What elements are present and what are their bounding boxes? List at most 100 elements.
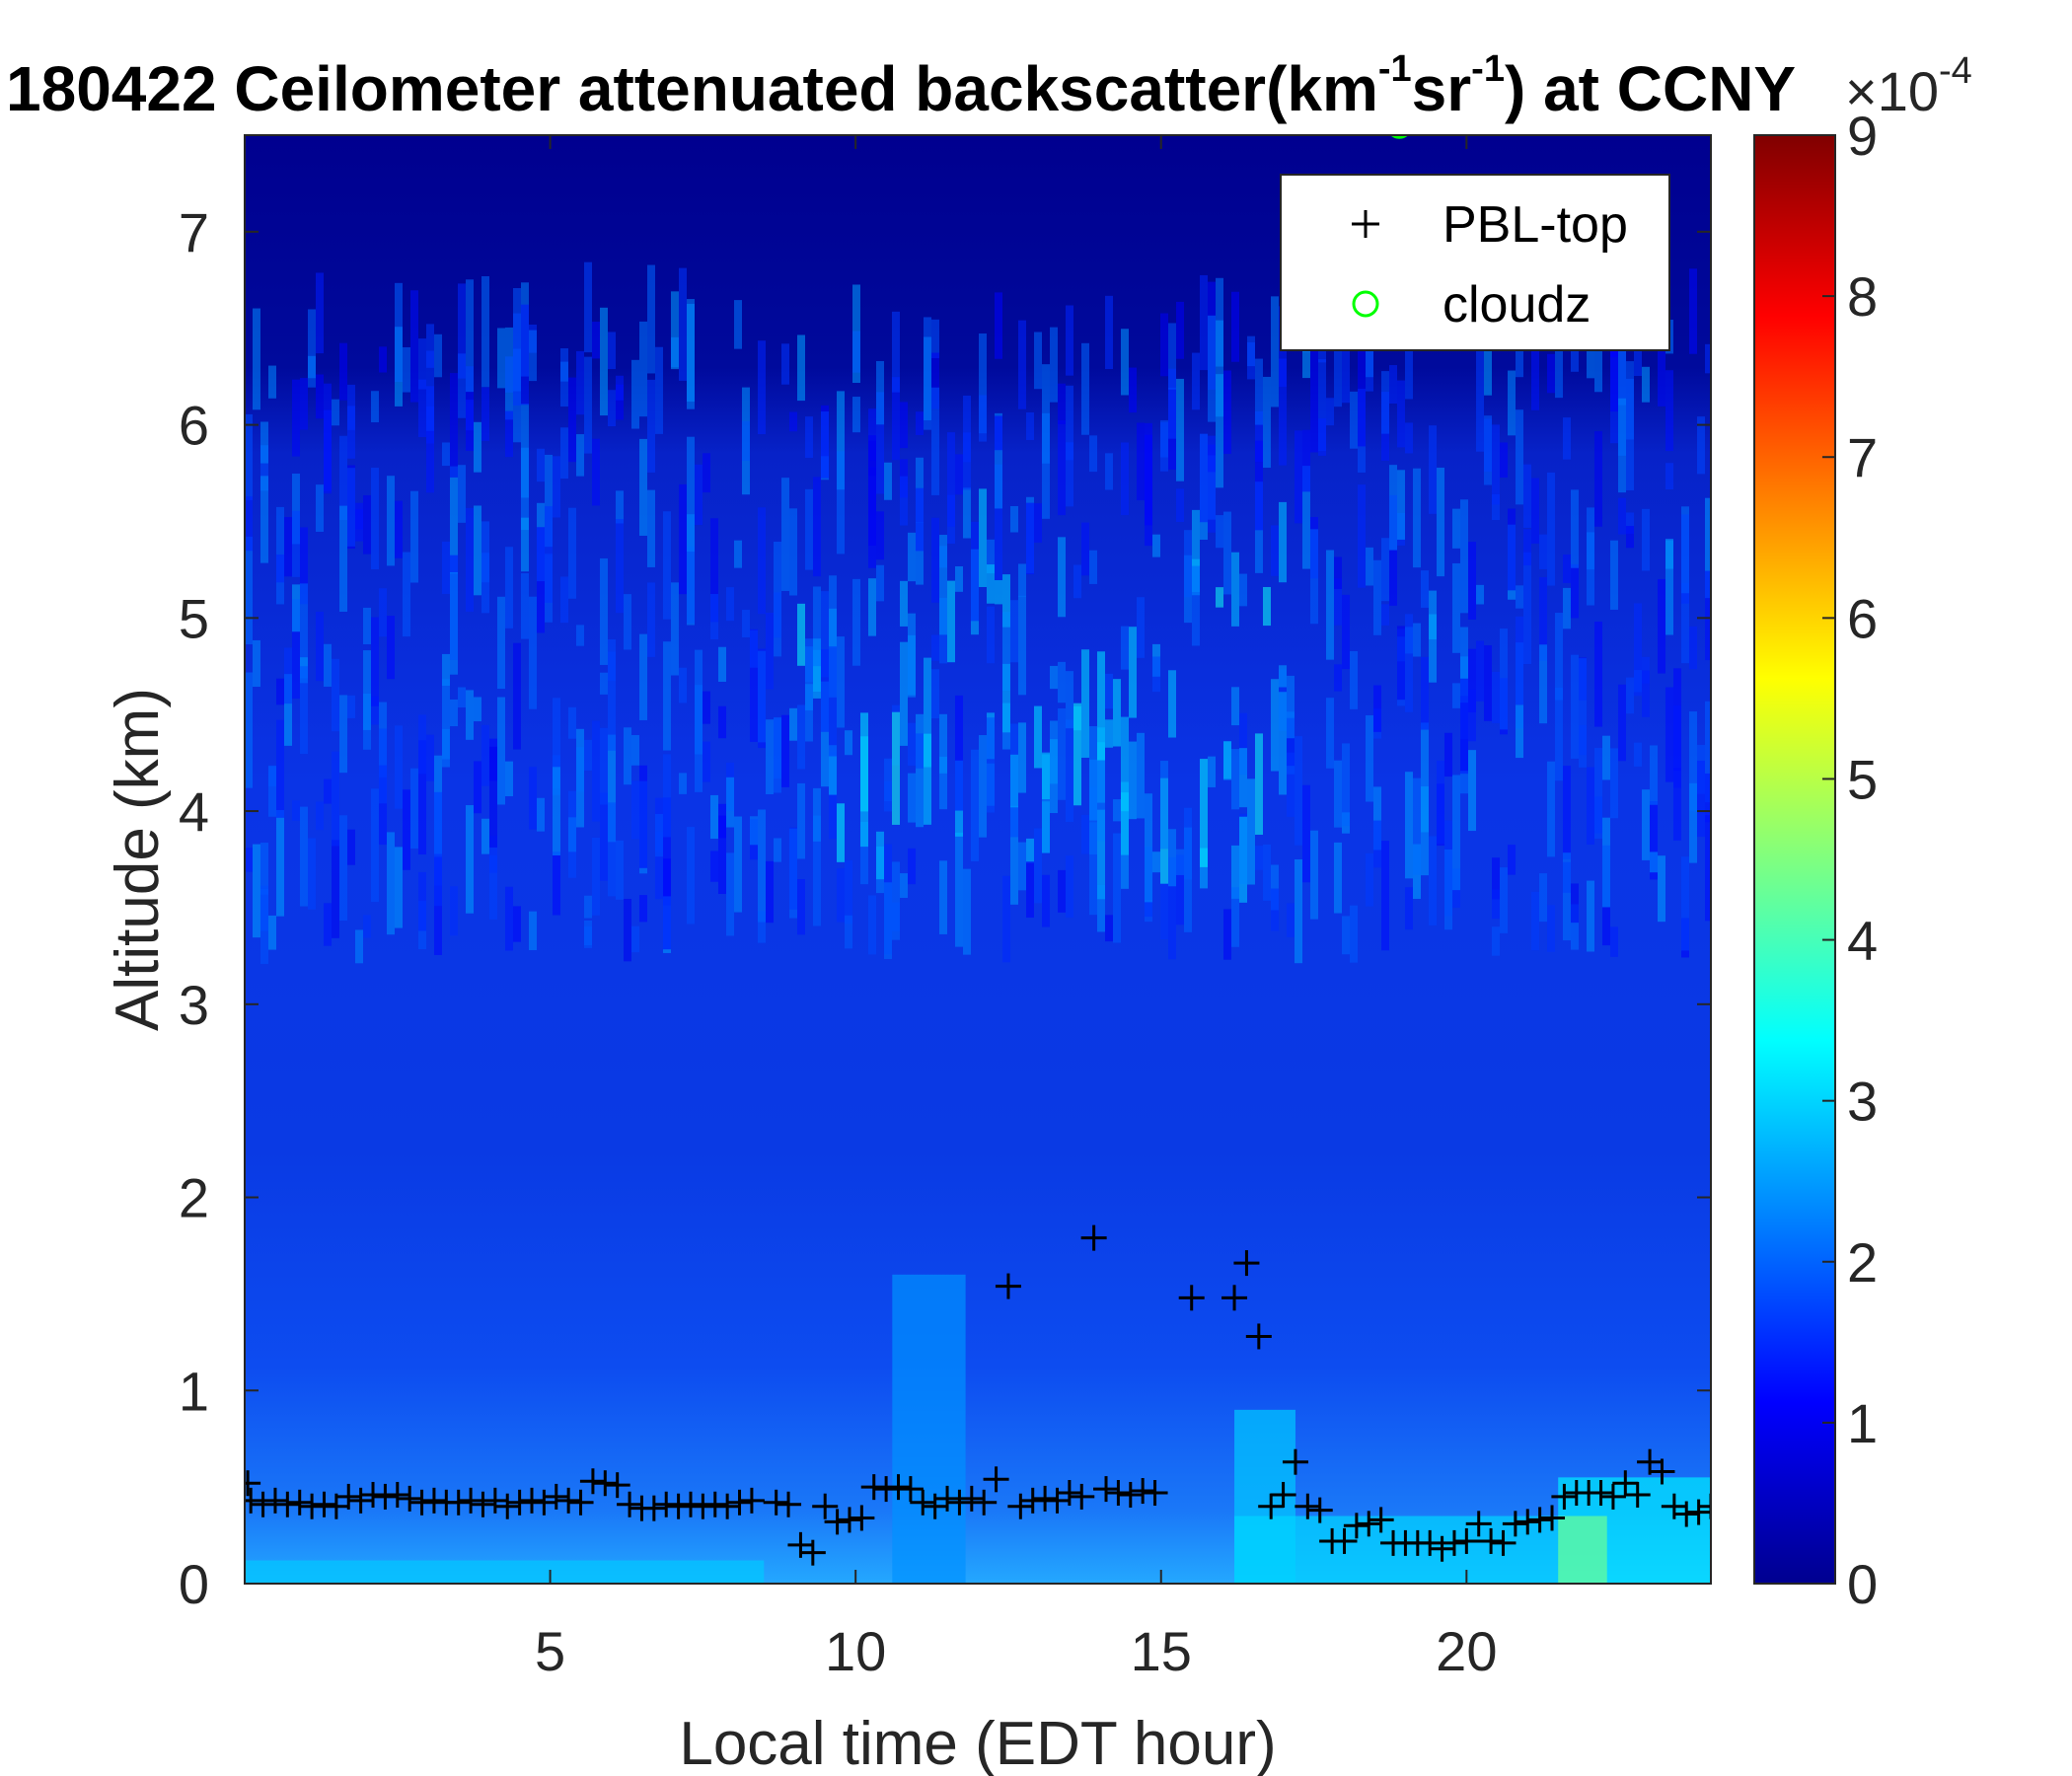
heatmap-streak (655, 346, 663, 434)
heatmap-streak (852, 284, 860, 384)
pbl-top-marker (274, 1491, 301, 1517)
pbl-top-marker (335, 1483, 362, 1510)
heatmap-streak (324, 903, 332, 946)
heatmap-streak (908, 532, 916, 582)
x-axis-label: Local time (EDT hour) (679, 1710, 1276, 1776)
heatmap-streak (1271, 864, 1279, 911)
heatmap-streak (339, 435, 347, 520)
heatmap-streak (300, 666, 308, 755)
heatmap-streak (1168, 670, 1176, 738)
heatmap-streak (1508, 508, 1516, 591)
heatmap-streak (1058, 708, 1066, 800)
heatmap-streak (774, 838, 781, 862)
x-tick-label: 15 (1131, 1620, 1192, 1682)
heatmap-streak (426, 324, 434, 368)
heatmap-streak (1121, 792, 1129, 855)
heatmap-streak (1468, 689, 1476, 742)
heatmap-streak (600, 792, 608, 881)
heatmap-streak (608, 639, 616, 751)
heatmap-streak (497, 328, 505, 389)
heatmap-streak (671, 336, 679, 368)
heatmap-streak (979, 735, 987, 838)
heatmap-streak (1389, 365, 1397, 404)
pbl-top-marker (1502, 1511, 1528, 1537)
heatmap-streak (616, 375, 624, 401)
heatmap-streak (1563, 766, 1571, 859)
plot-frame (244, 134, 1712, 1585)
heatmap-streak (829, 745, 837, 795)
heatmap-streak (1516, 616, 1523, 705)
heatmap-streak (276, 555, 284, 583)
heatmap-streak (1034, 503, 1042, 543)
pbl-top-marker (347, 1487, 374, 1514)
heatmap-streak (1500, 442, 1508, 479)
pbl-top-marker (506, 1489, 533, 1516)
heatmap-streak (1547, 353, 1555, 394)
pbl-top-marker (1233, 1250, 1260, 1277)
heatmap-streak (663, 797, 671, 906)
heatmap-streak (450, 373, 458, 478)
heatmap-streak (1279, 692, 1287, 795)
heatmap-streak (1665, 463, 1673, 490)
heatmap-streak (1516, 704, 1523, 759)
heatmap-streak (1010, 754, 1018, 808)
heatmap-streak (631, 735, 639, 766)
heatmap-streak (1587, 767, 1594, 845)
pbl-top-marker (458, 1487, 484, 1514)
heatmap-streak (1452, 562, 1460, 653)
heatmap-streak (560, 427, 568, 480)
heatmap-streak (1208, 315, 1216, 422)
heatmap-streak (1405, 887, 1413, 930)
heatmap-streak (324, 778, 332, 804)
heatmap-streak (710, 851, 718, 882)
heatmap-streak (1405, 772, 1413, 879)
heatmap-streak (1271, 679, 1279, 772)
heatmap-streak (931, 319, 939, 359)
y-axis-label: Altitude (km) (104, 688, 172, 1031)
heatmap-streak (1602, 735, 1610, 780)
colorbar-tick-label: 9 (1847, 105, 1878, 167)
heatmap-streak (387, 476, 395, 566)
heatmap-streak (1073, 703, 1081, 806)
heatmap-streak (1121, 329, 1129, 396)
heatmap-streak (1429, 614, 1437, 683)
heatmap-streak (347, 384, 355, 459)
heatmap-streak (553, 698, 560, 789)
legend-label-cloudz: cloudz (1443, 276, 1591, 333)
heatmap-streak (466, 805, 474, 914)
heatmap-streak (1137, 597, 1145, 658)
heatmap-streak (481, 387, 489, 441)
colorbar-tick-label: 4 (1847, 910, 1878, 972)
heatmap-streak (553, 767, 560, 855)
heatmap-streak (655, 831, 663, 852)
heatmap-streak (1176, 488, 1184, 522)
pbl-top-marker (1539, 1505, 1566, 1531)
heatmap-streak (1231, 291, 1239, 362)
pbl-top-marker (849, 1505, 875, 1531)
heatmap-streak (1610, 748, 1618, 819)
heatmap-streak (339, 342, 347, 401)
heatmap-streak (1137, 422, 1145, 501)
heatmap-streak (805, 416, 813, 459)
heatmap-streak (253, 844, 260, 938)
pbl-top-marker (1515, 1509, 1541, 1535)
heatmap-streak (1413, 468, 1421, 568)
heatmap-streak (1547, 905, 1555, 952)
heatmap-streak (418, 379, 426, 437)
colorbar-gradient (1753, 134, 1836, 1585)
heatmap-streak (1571, 348, 1579, 372)
heatmap-streak (568, 706, 576, 739)
heatmap-streak (1500, 867, 1508, 933)
heatmap-streak (924, 657, 931, 768)
heatmap-streak (1563, 852, 1571, 941)
heatmap-streak (1571, 883, 1579, 924)
heatmap-streak (1081, 649, 1089, 758)
heatmap-streak (718, 815, 726, 895)
pbl-top-marker (1331, 1527, 1358, 1554)
heatmap-streak (766, 719, 774, 794)
heatmap-streak (900, 873, 908, 898)
heatmap-streak (1484, 327, 1492, 396)
heatmap-streak (1002, 574, 1010, 628)
heatmap-streak (316, 374, 324, 419)
heatmap-streak (481, 553, 489, 614)
